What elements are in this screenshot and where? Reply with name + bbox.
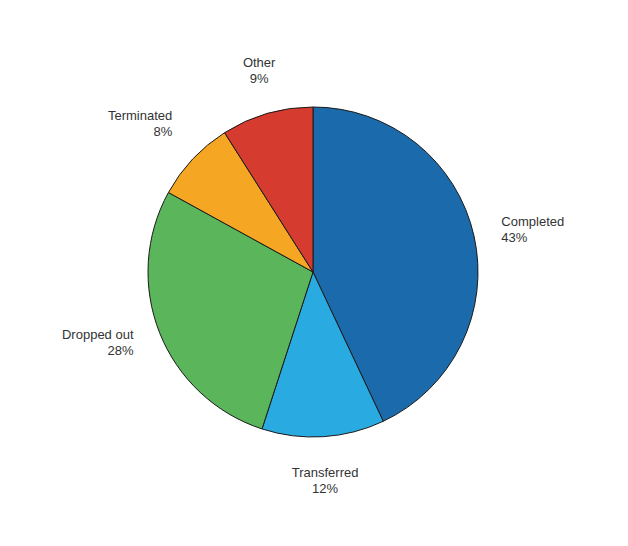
svg-text:Completed43%: Completed43% xyxy=(501,214,564,245)
svg-text:Dropped out28%: Dropped out28% xyxy=(62,327,134,358)
svg-text:Terminated8%: Terminated8% xyxy=(108,108,173,139)
svg-text:Other9%: Other9% xyxy=(243,55,276,86)
svg-text:Transferred12%: Transferred12% xyxy=(292,465,359,496)
